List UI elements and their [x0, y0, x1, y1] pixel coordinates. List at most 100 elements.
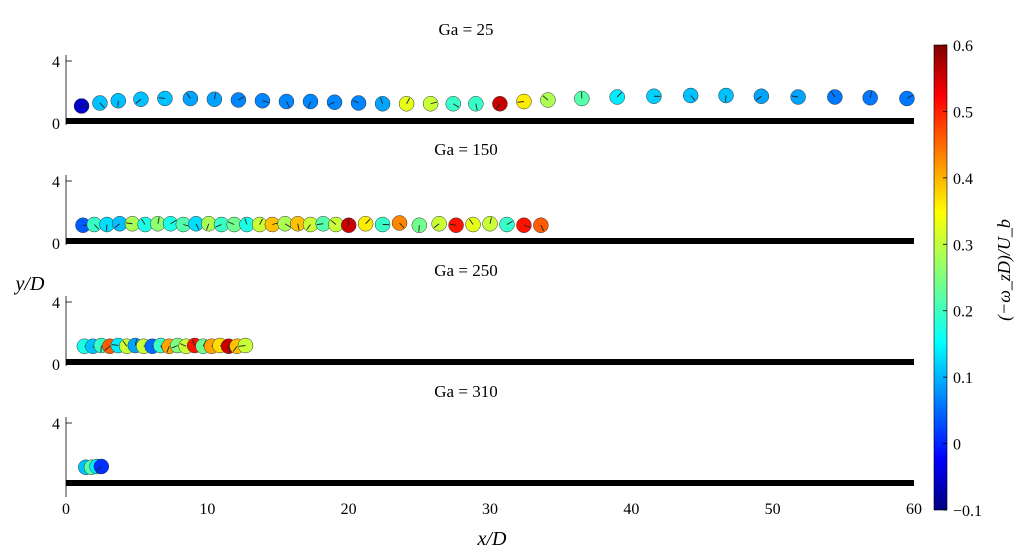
- particle-point: [516, 217, 532, 233]
- particle-point: [445, 96, 462, 112]
- orientation-mark: [399, 222, 405, 229]
- orientation-mark: [171, 345, 178, 349]
- orientation-mark: [506, 220, 513, 225]
- y-tick-label: 4: [52, 416, 60, 433]
- particle-point: [290, 216, 306, 232]
- orientation-mark: [99, 102, 105, 109]
- y-tick-label: 0: [52, 116, 60, 133]
- orientation-mark: [755, 95, 762, 101]
- orientation-mark: [134, 339, 138, 346]
- particle-point: [302, 93, 319, 110]
- particle-point: [86, 216, 103, 233]
- orientation-mark: [616, 92, 623, 98]
- particle-point: [431, 216, 447, 232]
- panel-ga-2: 0 4 Ga = 250: [52, 261, 914, 374]
- y-axis-label: y/D: [14, 273, 45, 295]
- particle-point: [157, 90, 173, 107]
- particle-point: [254, 93, 271, 109]
- orientation-mark: [433, 223, 440, 229]
- particle-point: [482, 216, 498, 232]
- orientation-mark: [232, 345, 238, 352]
- orientation-mark: [158, 97, 165, 99]
- orientation-mark: [170, 220, 177, 225]
- orientation-mark: [238, 96, 245, 101]
- orientation-mark: [284, 223, 291, 228]
- colorbar-tick-label: −0.1: [953, 503, 982, 520]
- orientation-mark: [244, 218, 248, 225]
- orientation-mark: [523, 224, 531, 228]
- particle-point: [110, 93, 127, 109]
- particle-point: [237, 337, 254, 354]
- y-tick-label: 4: [52, 174, 60, 191]
- orientation-mark: [869, 91, 873, 98]
- colorbar-label: (−ω_zD)/U_b: [994, 219, 1015, 321]
- particle-point: [718, 87, 734, 104]
- particle-point: [93, 458, 110, 475]
- particle-bed: [66, 480, 914, 486]
- orientation-mark: [453, 103, 460, 108]
- particle-point: [533, 217, 549, 233]
- particle-point: [206, 91, 223, 107]
- particle-point: [827, 89, 843, 105]
- particle-point: [75, 217, 91, 233]
- orientation-mark: [195, 223, 200, 230]
- particle-marker: [499, 216, 515, 233]
- particle-bed: [66, 118, 914, 124]
- colorbar-tick-label: 0.3: [953, 237, 973, 254]
- orientation-mark: [180, 343, 187, 347]
- panel-title: Ga = 150: [434, 140, 497, 159]
- orientation-mark: [328, 101, 335, 106]
- orientation-mark: [495, 103, 501, 110]
- particle-point: [374, 216, 391, 233]
- particle-point: [899, 90, 915, 107]
- orientation-mark: [418, 225, 420, 232]
- colorbar: [933, 44, 948, 511]
- particle-point: [230, 92, 247, 108]
- orientation-mark: [122, 340, 128, 347]
- particle-point: [574, 90, 590, 107]
- particle-point: [516, 93, 532, 110]
- orientation-mark: [213, 92, 217, 100]
- orientation-mark: [238, 345, 246, 347]
- particle-point: [646, 88, 662, 104]
- colorbar-tick-label: 0.2: [953, 304, 973, 321]
- orientation-mark: [93, 224, 100, 230]
- orientation-mark: [215, 224, 222, 228]
- panel-ga-3: 4 Ga = 310: [52, 382, 914, 487]
- orientation-mark: [95, 466, 102, 471]
- x-tick-label: 10: [199, 501, 215, 518]
- particle-point: [753, 88, 770, 104]
- particle-point: [73, 98, 90, 114]
- orientation-mark: [228, 346, 231, 353]
- particle-point: [468, 96, 484, 112]
- particle-point: [540, 92, 556, 108]
- particle-point: [350, 95, 367, 111]
- orientation-mark: [352, 99, 359, 104]
- orientation-mark: [307, 101, 311, 108]
- panel-title: Ga = 310: [434, 382, 497, 401]
- particle-point: [862, 90, 878, 106]
- particle-point: [111, 216, 128, 232]
- orientation-mark: [380, 97, 384, 104]
- orientation-mark: [104, 345, 111, 351]
- particle-point: [340, 217, 357, 233]
- orientation-mark: [725, 95, 727, 103]
- orientation-mark: [186, 92, 191, 99]
- orientation-mark: [228, 221, 235, 225]
- particle-bed: [66, 359, 914, 365]
- particle-point: [200, 216, 217, 232]
- orientation-mark: [469, 218, 474, 225]
- particle-point: [374, 96, 391, 112]
- particle-point: [182, 90, 199, 107]
- colorbar-tick-label: 0.1: [953, 370, 973, 387]
- colorbar-tick-label: 0.6: [953, 38, 973, 55]
- orientation-mark: [206, 223, 210, 231]
- orientation-mark: [114, 223, 120, 229]
- particle-point: [133, 91, 149, 107]
- particle-point: [465, 216, 481, 233]
- colorbar-ticks: −0.1 0 0.1 0.2 0.3 0.4 0.5 0.6: [943, 38, 982, 520]
- orientation-mark: [475, 103, 478, 111]
- particle-point: [92, 95, 108, 111]
